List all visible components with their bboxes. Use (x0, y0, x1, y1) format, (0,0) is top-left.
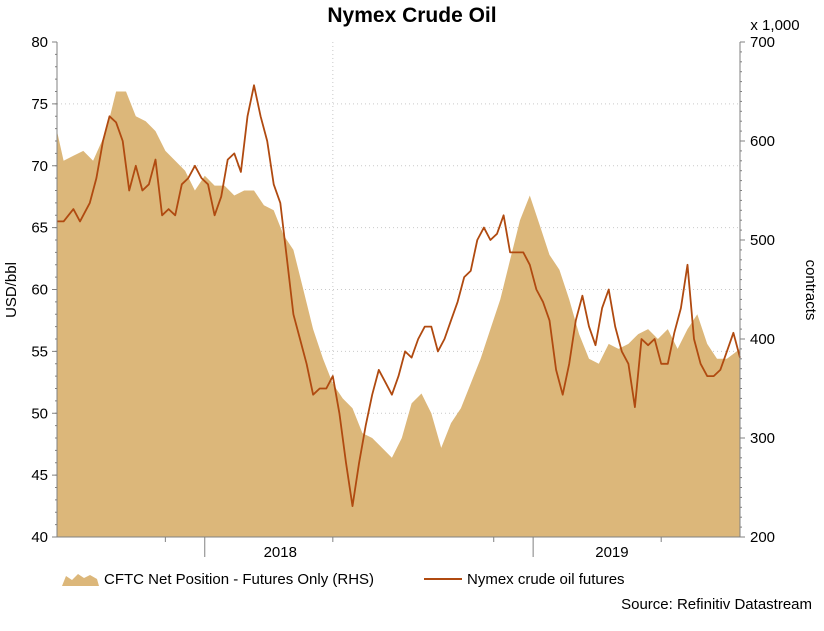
left-tick-label: 45 (31, 467, 48, 484)
left-tick-label: 50 (31, 405, 48, 422)
legend-label-nymex: Nymex crude oil futures (467, 571, 625, 588)
right-tick-label: 200 (750, 529, 775, 546)
right-tick-label: 300 (750, 430, 775, 447)
legend-swatch-area (62, 574, 99, 586)
right-tick-label: 600 (750, 133, 775, 150)
right-axis-label: contracts (802, 260, 819, 321)
x-axis-ticks: 2018 2019 (164, 537, 662, 561)
legend-label-cftc: CFTC Net Position - Futures Only (RHS) (104, 571, 374, 588)
right-axis-unit: x 1,000 (750, 17, 799, 34)
left-tick-label: 80 (31, 34, 48, 51)
left-tick-label: 55 (31, 343, 48, 360)
series-cftc-net-position-area (57, 91, 740, 537)
left-tick-label: 60 (31, 282, 48, 299)
chart-title: Nymex Crude Oil (327, 4, 496, 27)
left-axis-ticks: 40 45 50 55 60 65 70 75 80 (31, 34, 57, 546)
left-tick-label: 65 (31, 220, 48, 237)
right-tick-label: 500 (750, 232, 775, 249)
left-tick-label: 40 (31, 529, 48, 546)
left-tick-label: 70 (31, 158, 48, 175)
right-axis-ticks: 200 300 400 500 600 700 (740, 34, 775, 546)
left-axis-label: USD/bbl (3, 262, 20, 318)
right-tick-label: 700 (750, 34, 775, 51)
x-tick-label: 2018 (264, 544, 297, 561)
series-nymex-crude-line (57, 84, 741, 507)
right-tick-label: 400 (750, 331, 775, 348)
x-tick-label: 2019 (595, 544, 628, 561)
source-note: Source: Refinitiv Datastream (621, 596, 812, 613)
left-tick-label: 75 (31, 96, 48, 113)
legend: CFTC Net Position - Futures Only (RHS) N… (62, 571, 625, 588)
